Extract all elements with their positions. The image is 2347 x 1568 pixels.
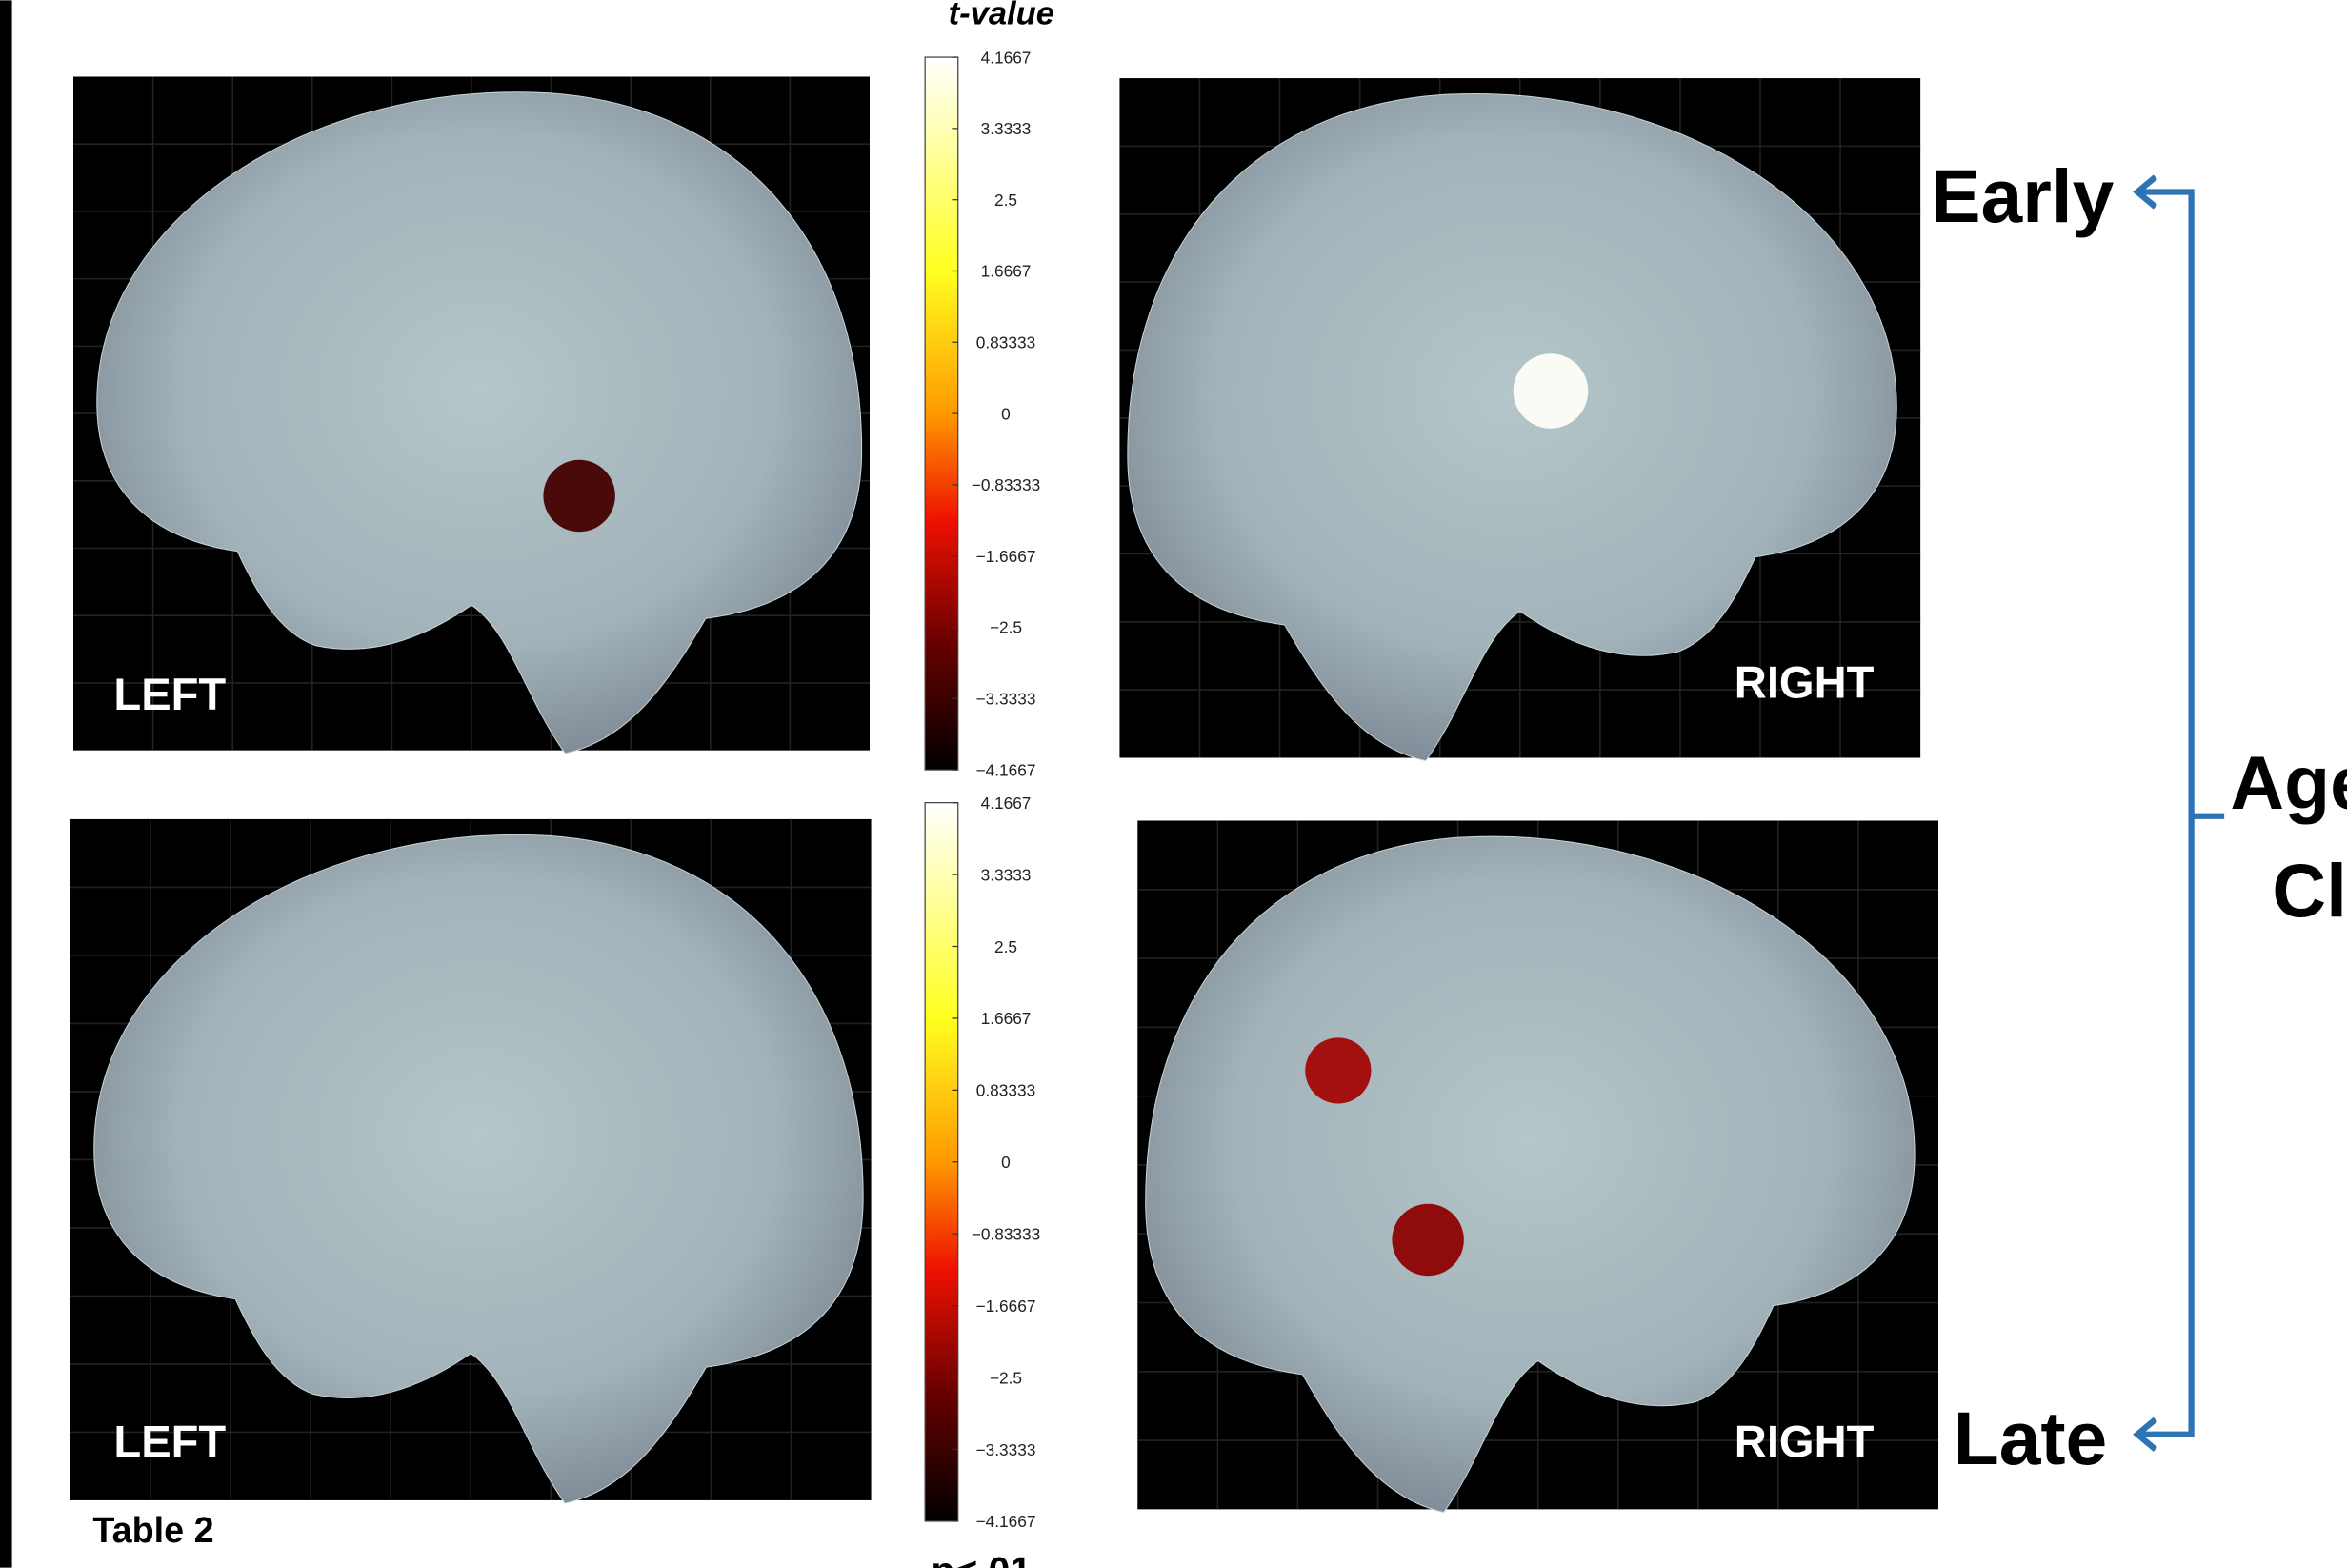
colorbar-tick-label: 4.1667 — [981, 794, 1032, 813]
caption: Table 2 — [92, 1510, 213, 1550]
colorbar-tick-label: 0.83333 — [976, 1081, 1035, 1100]
late-label: Late — [1954, 1397, 2108, 1480]
colorbar-tick-label: −3.3333 — [976, 1440, 1036, 1459]
colorbar-tick-label: 2.5 — [994, 191, 1017, 210]
hemisphere-label: RIGHT — [1735, 1416, 1875, 1466]
activation-blob — [543, 460, 614, 532]
hemisphere-label: LEFT — [113, 1416, 226, 1466]
bracket-line — [2137, 192, 2192, 1435]
colorbar-tick-label: 0 — [1001, 404, 1011, 423]
brain-panel: RIGHT — [1119, 78, 1920, 761]
colorbar-tick-label: 0.83333 — [976, 333, 1035, 352]
colorbar-tick-label: 1.6667 — [981, 262, 1032, 281]
colorbar-tick-label: 0 — [1001, 1153, 1011, 1172]
early-label: Early — [1931, 154, 2114, 238]
colorbar-tick-label: −4.1667 — [976, 1512, 1036, 1531]
colorbar-tick-label: −2.5 — [990, 618, 1022, 637]
figure: t-value Table 2 p<.01 Early Late Age Cl … — [0, 0, 2347, 1568]
page: t-value Table 2 p<.01 Early Late Age Cl … — [0, 0, 2347, 1568]
colorbar-tick-label: −2.5 — [990, 1368, 1022, 1387]
colorbar-tick-label: 3.3333 — [981, 119, 1032, 138]
colorbar-tick-label: −0.83333 — [972, 1224, 1041, 1243]
colorbar-tick-label: 4.1667 — [981, 48, 1032, 67]
threshold: p<.01 — [931, 1549, 1032, 1568]
hemisphere-label: LEFT — [113, 669, 226, 719]
colorbar-tick-label: 1.6667 — [981, 1009, 1032, 1028]
activation-blob — [1305, 1037, 1371, 1103]
brain-panel: LEFT — [73, 77, 870, 754]
hemisphere-label: RIGHT — [1735, 657, 1875, 708]
colorbar-tick-label: −0.83333 — [972, 475, 1041, 494]
colorbar-tick-label: 3.3333 — [981, 865, 1032, 884]
colorbar-title: t-value — [949, 0, 1054, 31]
age-bracket — [2137, 177, 2224, 1450]
activation-blob — [1392, 1204, 1463, 1276]
colorbar-tick-label: −1.6667 — [976, 547, 1036, 566]
colorbar-tick-label: −1.6667 — [976, 1297, 1036, 1316]
colorbar-tick-label: −3.3333 — [976, 690, 1036, 709]
activation-blob — [1514, 353, 1589, 429]
axis-label-line: Age — [2230, 741, 2347, 825]
brain-panel: RIGHT — [1137, 821, 1938, 1513]
axis-label-line: Cl — [2272, 849, 2347, 933]
colorbar-tick-label: −4.1667 — [976, 760, 1036, 779]
brain-panel: LEFT — [70, 819, 872, 1503]
left-edge-bar — [0, 0, 12, 1567]
colorbar-tick-label: 2.5 — [994, 937, 1017, 956]
